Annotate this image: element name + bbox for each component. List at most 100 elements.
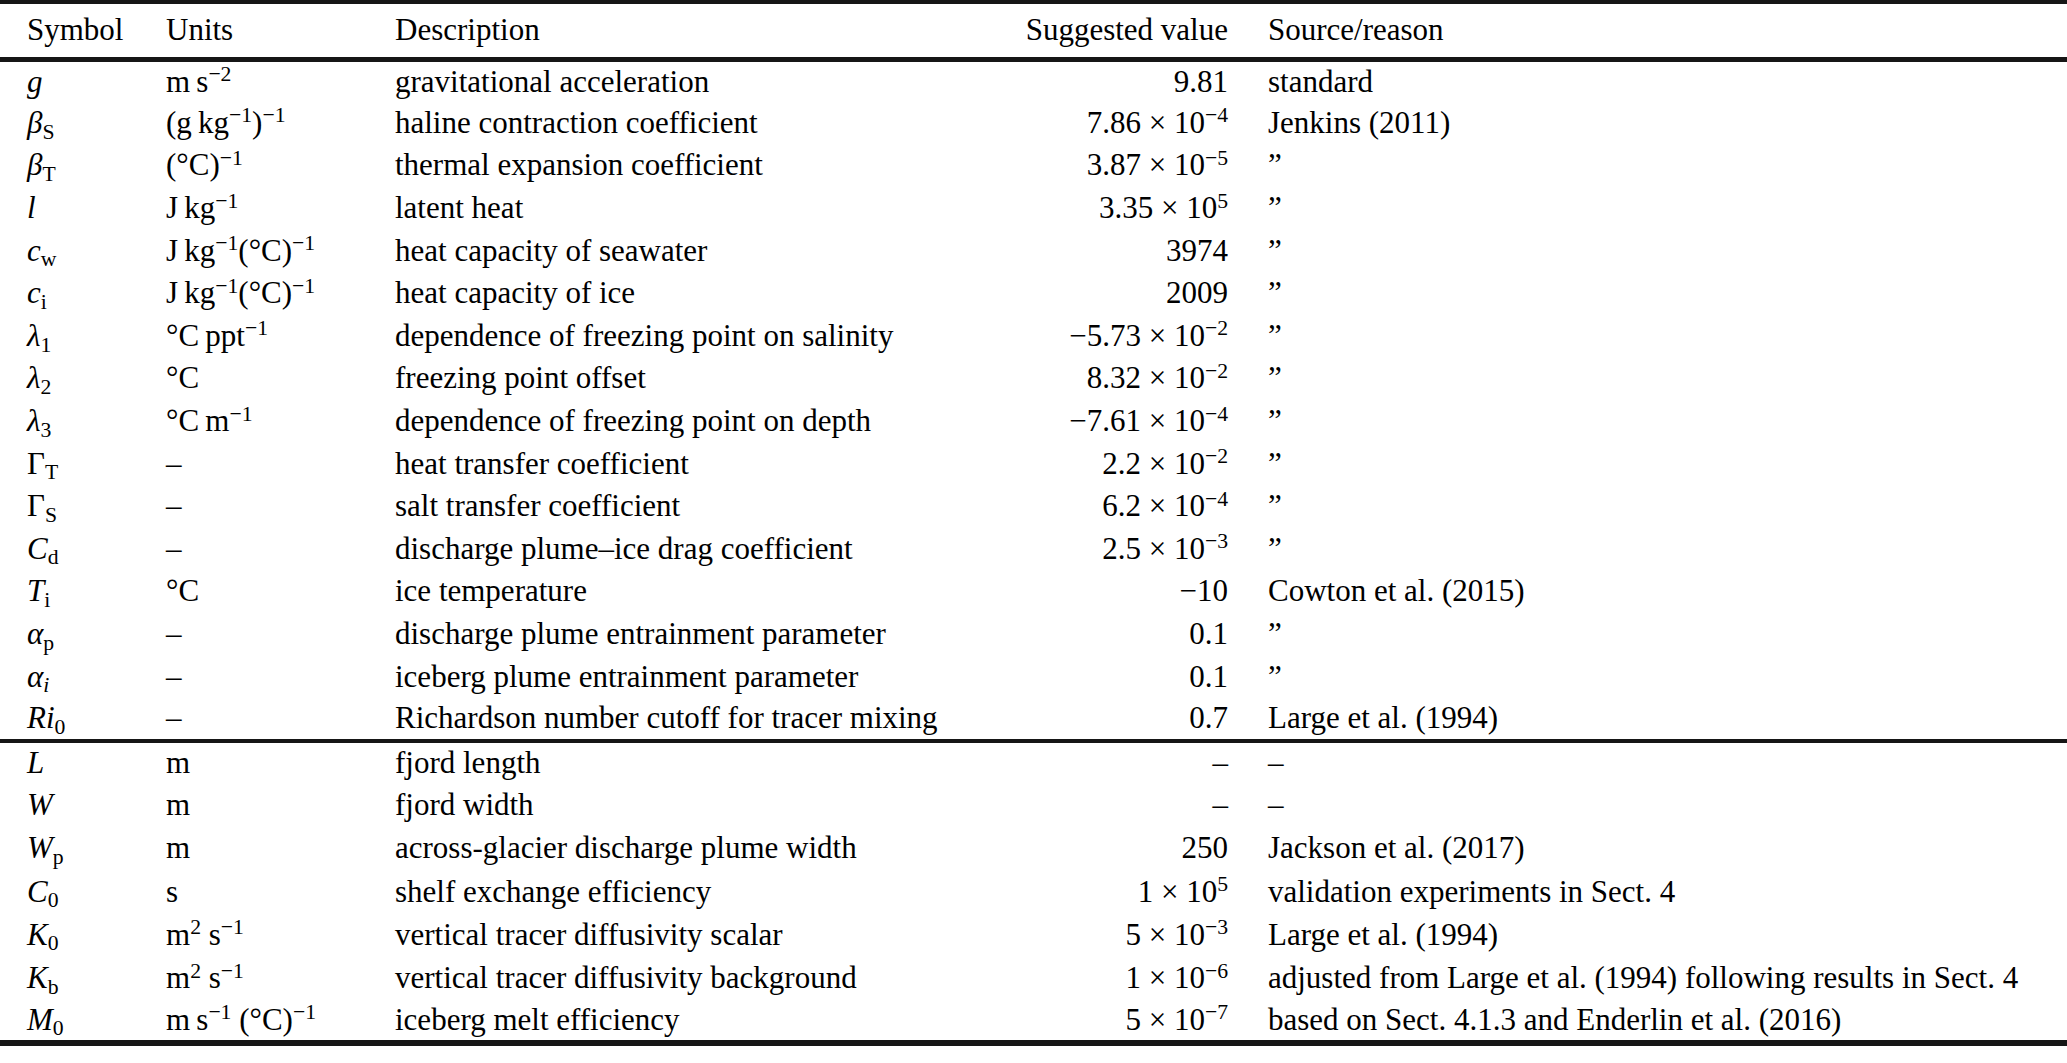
source-cell: Cowton et al. (2015)	[1232, 570, 2067, 613]
description-cell: latent heat	[395, 187, 1012, 230]
description-cell: dependence of freezing point on salinity	[395, 315, 1012, 358]
description-cell: heat transfer coefficient	[395, 442, 1012, 485]
value-cell: −10	[1012, 570, 1232, 613]
description-cell: ice temperature	[395, 570, 1012, 613]
description-cell: thermal expansion coefficient	[395, 144, 1012, 187]
source-cell: ”	[1232, 528, 2067, 571]
table-row: λ3°C m−1dependence of freezing point on …	[0, 400, 2067, 443]
parameter-table: Symbol Units Description Suggested value…	[0, 0, 2067, 1046]
value-cell: 250	[1012, 827, 1232, 870]
units-cell: s	[166, 870, 395, 913]
symbol-cell: cw	[0, 229, 166, 272]
table-row: λ2°Cfreezing point offset8.32 × 10−2”	[0, 357, 2067, 400]
table-section-model-parameters: Lmfjord length––Wmfjord width––Wpmacross…	[0, 741, 2067, 1043]
symbol-cell: Ti	[0, 570, 166, 613]
description-cell: heat capacity of ice	[395, 272, 1012, 315]
description-cell: discharge plume entrainment parameter	[395, 613, 1012, 656]
value-cell: 8.32 × 10−2	[1012, 357, 1232, 400]
value-cell: 0.1	[1012, 613, 1232, 656]
value-cell: 9.81	[1012, 59, 1232, 102]
units-cell: J kg−1(°C)−1	[166, 272, 395, 315]
table-row: K0m2 s−1vertical tracer diffusivity scal…	[0, 913, 2067, 956]
table-row: αp–discharge plume entrainment parameter…	[0, 613, 2067, 656]
value-cell: 3974	[1012, 229, 1232, 272]
source-cell: ”	[1232, 357, 2067, 400]
source-cell: ”	[1232, 485, 2067, 528]
column-header-description: Description	[395, 2, 1012, 59]
symbol-cell: βS	[0, 102, 166, 145]
value-cell: 5 × 10−7	[1012, 1000, 1232, 1043]
units-cell: (g kg−1)−1	[166, 102, 395, 145]
source-cell: Large et al. (1994)	[1232, 698, 2067, 741]
description-cell: heat capacity of seawater	[395, 229, 1012, 272]
value-cell: −5.73 × 10−2	[1012, 315, 1232, 358]
description-cell: haline contraction coefficient	[395, 102, 1012, 145]
symbol-cell: Ri0	[0, 698, 166, 741]
table-header: Symbol Units Description Suggested value…	[0, 2, 2067, 59]
symbol-cell: Kb	[0, 956, 166, 999]
source-cell: –	[1232, 784, 2067, 827]
units-cell: J kg−1(°C)−1	[166, 229, 395, 272]
description-cell: vertical tracer diffusivity scalar	[395, 913, 1012, 956]
table-row: C0sshelf exchange efficiency1 × 105valid…	[0, 870, 2067, 913]
source-cell: Jenkins (2011)	[1232, 102, 2067, 145]
description-cell: vertical tracer diffusivity background	[395, 956, 1012, 999]
table-row: Ri0–Richardson number cutoff for tracer …	[0, 698, 2067, 741]
value-cell: 3.35 × 105	[1012, 187, 1232, 230]
table-row: Lmfjord length––	[0, 741, 2067, 784]
description-cell: shelf exchange efficiency	[395, 870, 1012, 913]
value-cell: 7.86 × 10−4	[1012, 102, 1232, 145]
units-cell: –	[166, 528, 395, 571]
symbol-cell: αi	[0, 655, 166, 698]
units-cell: –	[166, 698, 395, 741]
value-cell: 0.7	[1012, 698, 1232, 741]
source-cell: ”	[1232, 400, 2067, 443]
value-cell: 3.87 × 10−5	[1012, 144, 1232, 187]
symbol-cell: C0	[0, 870, 166, 913]
source-cell: validation experiments in Sect. 4	[1232, 870, 2067, 913]
table-row: ΓT–heat transfer coefficient2.2 × 10−2”	[0, 442, 2067, 485]
units-cell: °C	[166, 570, 395, 613]
symbol-cell: ΓT	[0, 442, 166, 485]
description-cell: Richardson number cutoff for tracer mixi…	[395, 698, 1012, 741]
symbol-cell: L	[0, 741, 166, 784]
description-cell: iceberg plume entrainment parameter	[395, 655, 1012, 698]
value-cell: 2009	[1012, 272, 1232, 315]
table-row: M0m s−1 (°C)−1iceberg melt efficiency5 ×…	[0, 1000, 2067, 1043]
units-cell: m s−2	[166, 59, 395, 102]
symbol-cell: K0	[0, 913, 166, 956]
value-cell: 6.2 × 10−4	[1012, 485, 1232, 528]
source-cell: ”	[1232, 272, 2067, 315]
units-cell: m2 s−1	[166, 956, 395, 999]
symbol-cell: λ1	[0, 315, 166, 358]
column-header-source-reason: Source/reason	[1232, 2, 2067, 59]
value-cell: 2.2 × 10−2	[1012, 442, 1232, 485]
units-cell: °C ppt−1	[166, 315, 395, 358]
symbol-cell: Wp	[0, 827, 166, 870]
units-cell: m2 s−1	[166, 913, 395, 956]
table-row: Kbm2 s−1vertical tracer diffusivity back…	[0, 956, 2067, 999]
value-cell: −7.61 × 10−4	[1012, 400, 1232, 443]
symbol-cell: βT	[0, 144, 166, 187]
table-row: Ti°Cice temperature−10Cowton et al. (201…	[0, 570, 2067, 613]
units-cell: –	[166, 655, 395, 698]
value-cell: 2.5 × 10−3	[1012, 528, 1232, 571]
units-cell: m	[166, 784, 395, 827]
units-cell: J kg−1	[166, 187, 395, 230]
symbol-cell: g	[0, 59, 166, 102]
source-cell: adjusted from Large et al. (1994) follow…	[1232, 956, 2067, 999]
units-cell: –	[166, 485, 395, 528]
table-row: βT(°C)−1thermal expansion coefficient3.8…	[0, 144, 2067, 187]
symbol-cell: ci	[0, 272, 166, 315]
units-cell: m	[166, 827, 395, 870]
source-cell: ”	[1232, 144, 2067, 187]
symbol-cell: W	[0, 784, 166, 827]
source-cell: –	[1232, 741, 2067, 784]
source-cell: ”	[1232, 442, 2067, 485]
table-row: ΓS–salt transfer coefficient6.2 × 10−4”	[0, 485, 2067, 528]
table-row: λ1°C ppt−1dependence of freezing point o…	[0, 315, 2067, 358]
description-cell: discharge plume–ice drag coefficient	[395, 528, 1012, 571]
units-cell: –	[166, 442, 395, 485]
source-cell: based on Sect. 4.1.3 and Enderlin et al.…	[1232, 1000, 2067, 1043]
source-cell: Jackson et al. (2017)	[1232, 827, 2067, 870]
